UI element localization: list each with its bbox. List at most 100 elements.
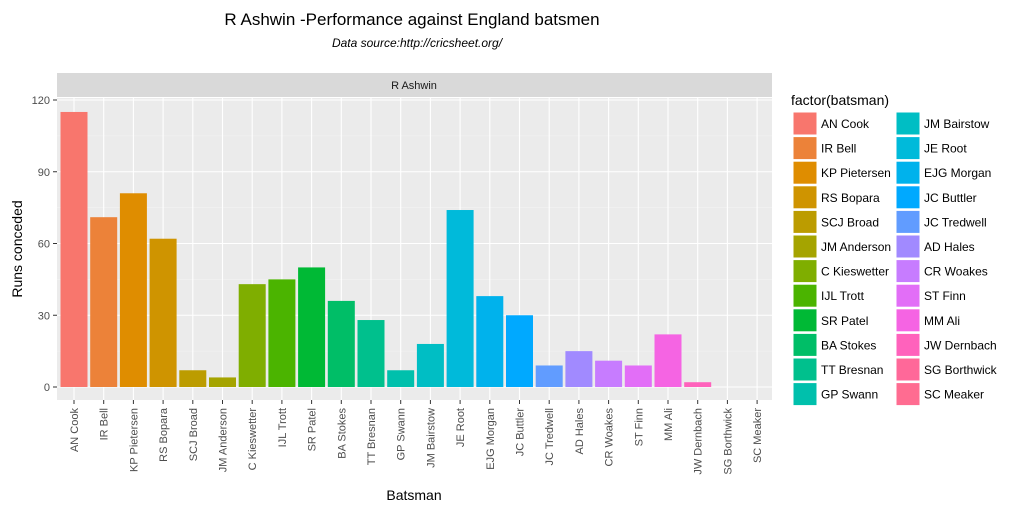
x-tick-label: C Kieswetter: [247, 408, 259, 471]
x-tick-label: JC Buttler: [515, 408, 527, 457]
x-tick-label: AD Hales: [574, 408, 586, 455]
legend-title: factor(batsman): [791, 92, 889, 108]
legend-key: [895, 308, 921, 333]
legend-key: [895, 185, 921, 210]
bar-jm-anderson: [209, 377, 236, 387]
legend-label: SR Patel: [821, 314, 868, 328]
legend-label: SG Borthwick: [924, 363, 998, 377]
legend-key: [792, 185, 818, 210]
legend-label: JM Bairstow: [924, 117, 990, 131]
bar-je-root: [446, 210, 474, 387]
legend-label: GP Swann: [821, 388, 878, 402]
legend-key: [792, 209, 818, 234]
x-tick-label: KP Pietersen: [128, 408, 140, 472]
x-tick-label: JC Tredwell: [544, 408, 556, 465]
x-axis-title: Batsman: [386, 487, 441, 503]
x-tick-label: JM Anderson: [218, 408, 230, 472]
legend-key: [792, 308, 818, 333]
bar-tt-bresnan: [357, 320, 385, 387]
bar-rs-bopara: [149, 238, 177, 387]
x-tick-label: MM Ali: [663, 408, 675, 441]
legend-label: SC Meaker: [924, 388, 984, 402]
bars: [60, 111, 712, 387]
x-tick-label: SR Patel: [307, 408, 319, 451]
legend-key: [792, 234, 818, 259]
legend-key: [895, 160, 921, 185]
x-tick-label: GP Swann: [396, 408, 408, 460]
bar-gp-swann: [387, 370, 415, 387]
x-tick-label: SCJ Broad: [188, 408, 200, 461]
y-tick-label: 60: [38, 239, 50, 251]
bar-mm-ali: [654, 334, 682, 387]
x-tick-label: RS Bopara: [158, 407, 170, 462]
bar-cr-woakes: [595, 360, 623, 387]
legend-label: JC Buttler: [924, 191, 977, 205]
bar-ir-bell: [90, 217, 118, 387]
x-tick-label: IR Bell: [99, 408, 111, 440]
bar-sr-patel: [298, 267, 326, 387]
x-tick-label: JW Dernbach: [693, 408, 705, 475]
legend-label: IR Bell: [821, 142, 856, 156]
x-tick-label: JE Root: [455, 408, 467, 447]
bar-an-cook: [60, 111, 88, 387]
legend-label: SCJ Broad: [821, 215, 879, 229]
x-tick-label: BA Stokes: [336, 408, 348, 459]
x-tick-label: IJL Trott: [277, 408, 289, 447]
legend-key: [792, 283, 818, 308]
legend-label: EJG Morgan: [924, 166, 991, 180]
y-tick-label: 90: [38, 167, 50, 179]
legend-label: AD Hales: [924, 240, 975, 254]
legend-label: JC Tredwell: [924, 215, 987, 229]
y-tick-label: 120: [32, 95, 50, 107]
legend-key: [895, 111, 921, 136]
y-tick-label: 0: [44, 382, 50, 394]
legend-key: [895, 136, 921, 161]
legend-label: RS Bopara: [821, 191, 880, 205]
legend-key: [792, 259, 818, 284]
x-tick-label: JM Bairstow: [425, 408, 437, 468]
x-tick-label: AN Cook: [69, 408, 81, 453]
legend: AN Cook IR Bell KP Pietersen RS Bopara SCJ B…: [792, 111, 998, 407]
x-tick-label: SC Meaker: [752, 408, 764, 463]
legend-label: IJL Trott: [821, 289, 865, 303]
legend-key: [792, 111, 818, 136]
bar-kp-pietersen: [119, 193, 147, 387]
chart-title: R Ashwin -Performance against England ba…: [224, 10, 599, 29]
legend-key: [895, 234, 921, 259]
bar-ba-stokes: [327, 300, 355, 387]
bar-c-kieswetter: [238, 284, 266, 387]
legend-label: JM Anderson: [821, 240, 891, 254]
legend-label: JE Root: [924, 142, 967, 156]
legend-key: [895, 332, 921, 357]
bar-ijl-trott: [268, 279, 296, 387]
legend-label: TT Bresnan: [821, 363, 883, 377]
y-axis-title: Runs conceded: [9, 200, 25, 297]
y-axis: 0 30 60 90 120: [32, 95, 57, 394]
legend-key: [792, 136, 818, 161]
bar-scj-broad: [179, 370, 207, 387]
bar-jc-tredwell: [535, 365, 563, 387]
legend-label: BA Stokes: [821, 338, 876, 352]
legend-key: [895, 259, 921, 284]
legend-key: [792, 160, 818, 185]
legend-key: [895, 382, 921, 407]
x-axis: AN Cook IR Bell KP Pietersen RS Bopara SCJ B…: [69, 400, 764, 475]
legend-label: AN Cook: [821, 117, 870, 131]
legend-label: MM Ali: [924, 314, 960, 328]
legend-key: [895, 357, 921, 382]
legend-key: [895, 209, 921, 234]
bar-jc-buttler: [506, 315, 533, 387]
x-tick-label: SG Borthwick: [722, 408, 734, 475]
y-tick-label: 30: [38, 310, 50, 322]
bar-jm-bairstow: [416, 343, 444, 387]
legend-label: CR Woakes: [924, 265, 988, 279]
legend-key: [792, 357, 818, 382]
legend-label: KP Pietersen: [821, 166, 891, 180]
legend-label: C Kieswetter: [821, 265, 889, 279]
bar-ad-hales: [565, 351, 593, 387]
x-tick-label: EJG Morgan: [485, 408, 497, 470]
legend-key: [792, 382, 818, 407]
bar-st-finn: [624, 365, 652, 387]
legend-label: JW Dernbach: [924, 338, 997, 352]
